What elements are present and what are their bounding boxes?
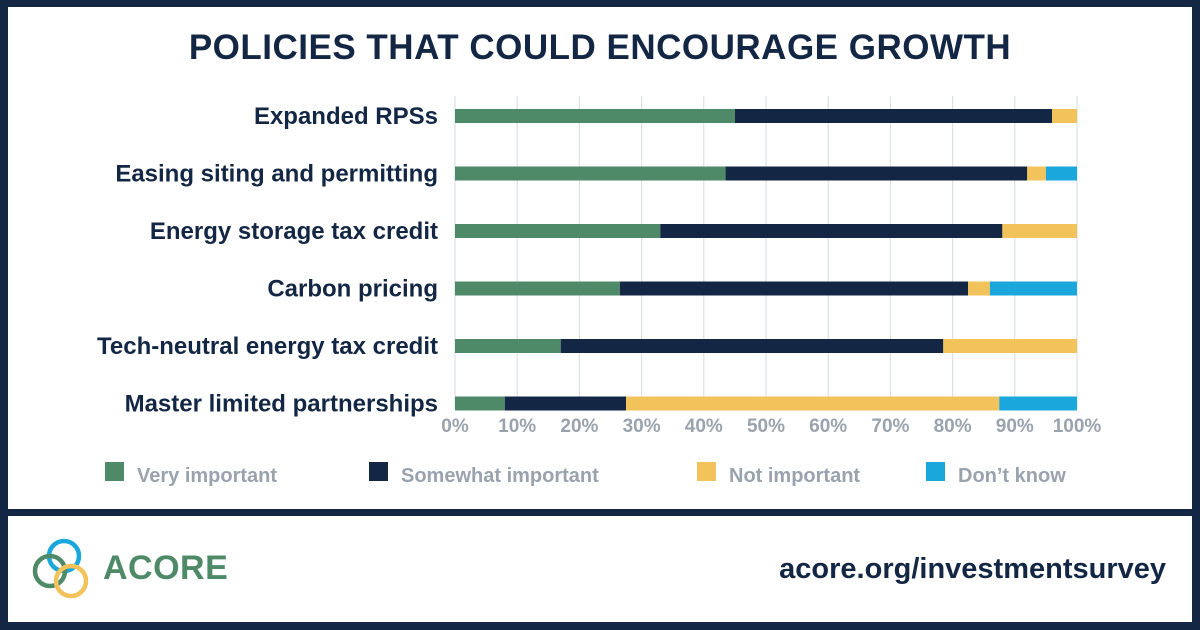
x-axis-ticks: 0% 10% 20% 30% 40% 50% 60% 70% 80% 90% 100% (441, 416, 1101, 437)
bar-segment-somewhat (619, 281, 969, 296)
bars (455, 109, 1077, 411)
bar-segment-not (943, 339, 1077, 353)
legend-label: Very important (137, 465, 277, 487)
legend: Very important Somewhat important Not impo… (105, 462, 1066, 487)
chart-title: POLICIES THAT COULD ENCOURAGE GROWTH (188, 28, 1012, 67)
bar-segment-dont-know (1045, 166, 1077, 181)
bar-segment-very (455, 281, 620, 296)
bar-segment-somewhat (725, 166, 1028, 181)
bar-segment-very (455, 224, 661, 238)
x-tick-label: 70% (871, 416, 909, 437)
survey-url[interactable]: acore.org/investmentsurvey (779, 553, 1166, 585)
legend-swatch-very (105, 462, 124, 481)
category-labels: Expanded RPSs Easing siting and permittin… (97, 103, 438, 418)
x-tick-label: 80% (934, 416, 972, 437)
footer-panel (8, 516, 1192, 622)
bar-segment-very (455, 396, 505, 411)
bar-segment-dont-know (989, 281, 1077, 296)
bar-segment-somewhat (734, 109, 1053, 123)
x-tick-label: 0% (441, 416, 469, 437)
bar-segment-not (1027, 166, 1046, 181)
category-label: Tech-neutral energy tax credit (97, 333, 438, 360)
category-label: Master limited partnerships (125, 391, 438, 418)
bar-segment-not (1052, 109, 1077, 123)
bar-segment-very (455, 109, 735, 123)
category-label: Carbon pricing (267, 276, 438, 303)
stacked-bar-chart: Expanded RPSs Easing siting and permittin… (97, 96, 1101, 487)
x-tick-label: 40% (685, 416, 723, 437)
x-tick-label: 10% (498, 416, 536, 437)
x-tick-label: 20% (560, 416, 598, 437)
legend-label: Not important (729, 465, 860, 487)
x-tick-label: 60% (809, 416, 847, 437)
category-label: Expanded RPSs (254, 103, 438, 130)
acore-logo-icon (32, 538, 89, 599)
bar-segment-somewhat (560, 339, 944, 353)
legend-swatch-dont-know (926, 462, 945, 481)
bar-segment-not (968, 281, 990, 296)
bar-segment-very (455, 339, 561, 353)
legend-swatch-somewhat (369, 462, 388, 481)
chart-panel (8, 7, 1192, 509)
bar-segment-dont-know (999, 396, 1077, 411)
category-label: Easing siting and permitting (115, 161, 438, 188)
legend-label: Don’t know (958, 465, 1066, 487)
x-tick-label: 100% (1053, 416, 1102, 437)
bar-segment-not (1002, 224, 1077, 238)
brand-name: ACORE (103, 549, 229, 587)
x-tick-label: 50% (747, 416, 785, 437)
legend-label: Somewhat important (401, 465, 599, 487)
category-label: Energy storage tax credit (150, 218, 438, 245)
x-tick-label: 30% (623, 416, 661, 437)
bar-segment-very (455, 166, 726, 181)
legend-swatch-not (697, 462, 716, 481)
bar-segment-somewhat (504, 396, 627, 411)
grid-lines (454, 96, 1078, 408)
x-tick-label: 90% (996, 416, 1034, 437)
bar-segment-not (626, 396, 1000, 411)
bar-segment-somewhat (660, 224, 1003, 238)
